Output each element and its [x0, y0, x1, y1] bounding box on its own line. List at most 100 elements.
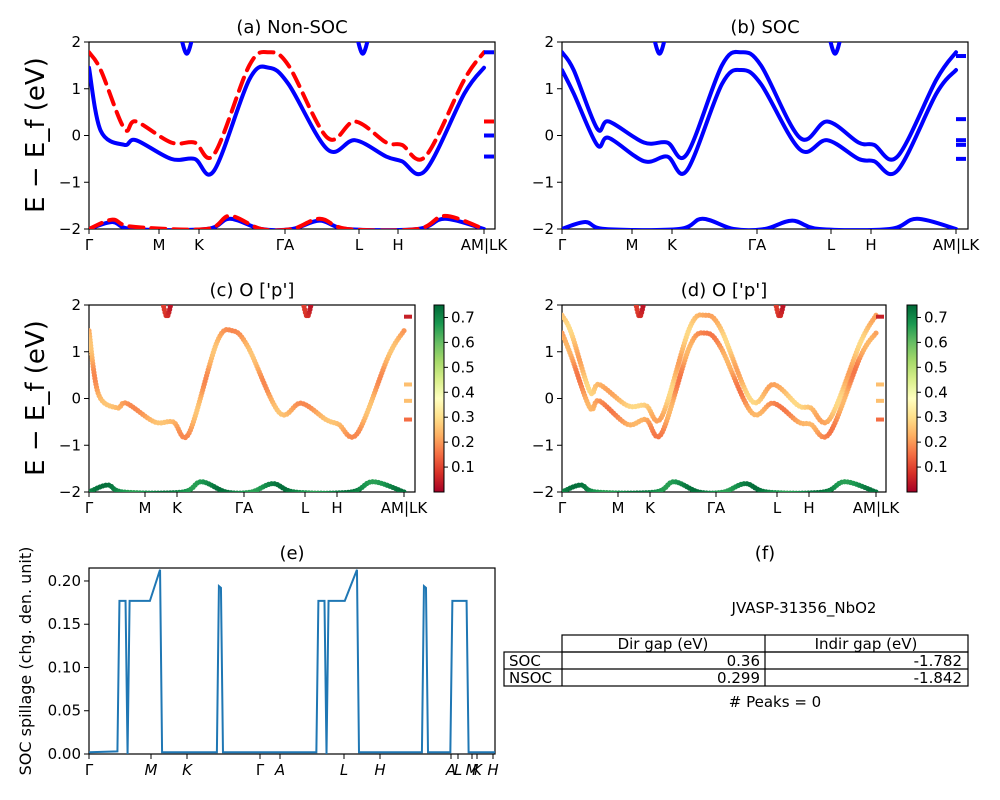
y-tick-label: −1	[59, 436, 81, 454]
band-point	[873, 489, 879, 492]
band-point	[873, 330, 879, 336]
blue-band-line	[356, 42, 370, 56]
y-tick-label: 0.00	[48, 745, 81, 763]
x-tick-label: AM|LK	[381, 499, 429, 517]
colorbar-tick-label: 0.7	[924, 308, 948, 326]
x-tick-label: ΓA	[235, 499, 254, 517]
x-tick-label: L	[827, 236, 836, 254]
band-point	[782, 295, 787, 300]
band-point	[160, 298, 165, 303]
x-tick-label: A	[445, 761, 456, 779]
blue-band-line	[180, 42, 194, 56]
band-point	[631, 288, 636, 293]
band-point	[170, 291, 175, 296]
band-point	[300, 298, 305, 303]
y-tick-label: −2	[59, 483, 81, 501]
band-point	[310, 295, 315, 300]
band-point	[771, 291, 776, 296]
x-tick-label: Γ	[85, 236, 94, 254]
plot-area	[89, 569, 495, 754]
red-band-line	[89, 213, 486, 229]
band-point	[642, 298, 647, 303]
band-point	[783, 288, 788, 293]
axes-frame	[88, 567, 496, 755]
band-point	[158, 288, 163, 293]
colorbar-d: 0.1 0.2 0.3 0.4 0.5 0.6 0.7	[906, 304, 948, 493]
band-point	[771, 288, 776, 293]
band-point	[643, 291, 648, 296]
colorbar-tick-label: 0.7	[451, 308, 475, 326]
red-band-line	[89, 49, 486, 162]
blue-band-line	[652, 42, 667, 56]
x-tick-label: L	[301, 499, 310, 517]
x-tick-label: M	[466, 761, 479, 779]
x-tick-label: M	[139, 499, 152, 517]
x-tick-label: ΓA	[276, 236, 295, 254]
x-tick-label: Γ	[558, 236, 567, 254]
y-tick-label: −1	[532, 436, 554, 454]
colorbar-tick-label: 0.3	[924, 408, 948, 426]
panel-f-table: JVASP-31356_NbO2 Dir gap (eV) Indir gap …	[503, 599, 969, 711]
colorbar-tick-label: 0.1	[924, 458, 948, 476]
blue-band-line	[828, 42, 842, 56]
y-tick-label: 2	[71, 33, 81, 51]
x-tick-label: L	[340, 761, 348, 779]
panel-a-title: (a) Non-SOC	[236, 17, 347, 38]
plot-area	[89, 42, 494, 229]
y-tick-label: 0.15	[48, 615, 81, 633]
y-axis-label-spillage: SOC spillage (chg. den. unit)	[16, 547, 35, 776]
x-tick-label: K	[182, 761, 193, 779]
band-point	[171, 288, 176, 293]
x-tick-label: M	[612, 499, 625, 517]
band-point	[401, 328, 407, 334]
colorbar-d-gradient	[906, 304, 918, 493]
y-tick-label: 2	[544, 33, 554, 51]
colorbar-tick-label: 0.5	[451, 358, 475, 376]
colorbar-c-gradient	[433, 304, 445, 493]
x-tick-label: AM|LK	[461, 236, 509, 254]
x-tick-label: Γ	[558, 499, 567, 517]
colorbar-tick-label: 0.4	[924, 383, 948, 401]
band-point	[782, 298, 787, 303]
y-tick-label: −1	[59, 173, 81, 191]
colorbar-c: 0.1 0.2 0.3 0.4 0.5 0.6 0.7	[433, 304, 475, 493]
band-point	[298, 288, 303, 293]
panel-e-spillage: 0.000.050.100.150.20Γ M K Γ A L H AL MK H	[48, 567, 499, 779]
panel-c-title: (c) O ['p']	[210, 280, 295, 301]
band-point	[781, 305, 786, 306]
y-tick-label: 1	[71, 343, 81, 361]
band-point	[773, 298, 778, 303]
x-tick-label: Γ	[85, 499, 94, 517]
colorbar-tick-label: 0.1	[451, 458, 475, 476]
x-tick-label: H	[487, 761, 498, 779]
band-point	[168, 305, 173, 306]
x-tick-label: L	[355, 236, 364, 254]
table-header-dir: Dir gap (eV)	[618, 635, 709, 653]
x-tick-label: H	[803, 499, 814, 517]
peaks-count: # Peaks = 0	[729, 693, 821, 711]
table-cell: -1.782	[914, 652, 962, 670]
table-row-label: NSOC	[509, 669, 552, 687]
y-tick-label: 0	[71, 390, 81, 408]
table-cell: 0.299	[717, 669, 760, 687]
x-tick-label: ΓA	[707, 499, 726, 517]
band-point	[632, 291, 637, 296]
x-tick-label: K	[667, 236, 678, 254]
colorbar-tick-label: 0.2	[451, 433, 475, 451]
y-axis-label-middle: E − E_f (eV)	[21, 320, 51, 476]
colorbar-tick-label: 0.4	[451, 383, 475, 401]
y-tick-label: 0	[71, 127, 81, 145]
panel-c-projected-bands: −2 −1 0 1 2 Γ M K ΓA L H AM|LK	[59, 288, 429, 517]
band-point	[169, 298, 174, 303]
table-header-indir: Indir gap (eV)	[815, 635, 918, 653]
axes-frame	[88, 41, 496, 230]
colorbar-tick-label: 0.3	[451, 408, 475, 426]
band-point	[641, 305, 646, 306]
band-point	[299, 291, 304, 296]
blue-band-line	[562, 49, 958, 162]
y-tick-label: 1	[71, 80, 81, 98]
colorbar-tick-label: 0.5	[924, 358, 948, 376]
x-tick-label: L	[773, 499, 782, 517]
x-tick-label: M	[145, 761, 158, 779]
